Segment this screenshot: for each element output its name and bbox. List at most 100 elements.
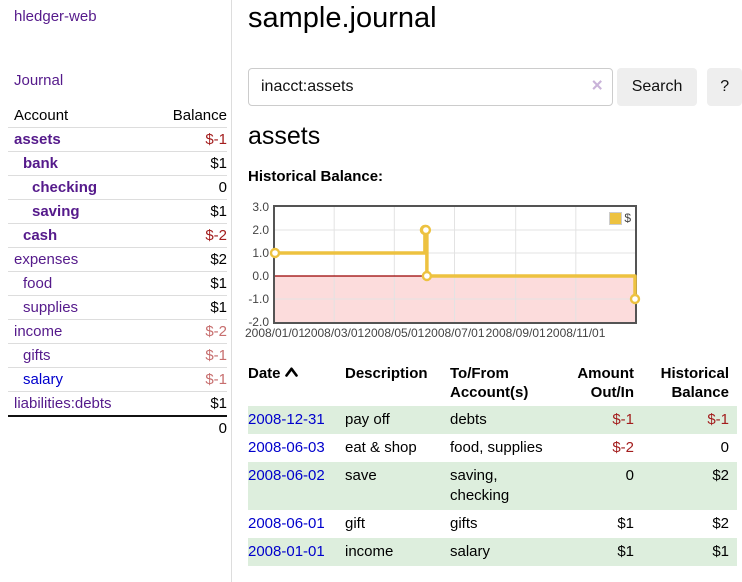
account-link[interactable]: food bbox=[23, 275, 53, 292]
account-balance: $-1 bbox=[151, 127, 227, 152]
account-row: assets $-1 bbox=[8, 127, 227, 152]
transaction-balance: $-1 bbox=[642, 406, 737, 434]
transaction-amount: $1 bbox=[617, 515, 634, 532]
chart-legend: $ bbox=[607, 210, 633, 226]
historical-balance-chart: $ 3.0 2.0 1.0 0.0 -1.0 -2.0 2008/01/01 2008/03/… bbox=[244, 197, 668, 347]
x-axis-tick-label: 2008/01/01 bbox=[244, 326, 306, 340]
account-row: liabilities:debts $1 bbox=[8, 391, 227, 417]
account-row: salary $-1 bbox=[8, 367, 227, 392]
transaction-balance: $1 bbox=[642, 538, 737, 566]
account-link[interactable]: saving bbox=[32, 203, 80, 220]
balance-column-header: Historical Balance bbox=[660, 365, 729, 401]
transaction-accounts: salary bbox=[450, 538, 565, 566]
app-brand-link[interactable]: hledger-web bbox=[14, 8, 97, 25]
register-row: 2008-06-01 gift gifts $1 $2 bbox=[248, 510, 737, 538]
x-axis-tick-label: 2008/11/01 bbox=[546, 326, 606, 340]
transaction-description: save bbox=[345, 462, 450, 510]
account-balance: $-1 bbox=[151, 367, 227, 392]
search-button[interactable]: Search bbox=[616, 68, 698, 106]
amount-column-header: Amount Out/In bbox=[577, 365, 634, 401]
account-balance: $1 bbox=[151, 151, 227, 176]
sidebar-item-journal[interactable]: Journal bbox=[14, 72, 64, 89]
account-column-header: Account bbox=[8, 104, 152, 128]
y-axis-tick-label: 1.0 bbox=[252, 246, 269, 260]
account-link[interactable]: bank bbox=[23, 155, 59, 172]
date-column-header[interactable]: Date bbox=[248, 360, 345, 406]
transaction-balance: 0 bbox=[720, 439, 729, 456]
account-heading: assets bbox=[248, 122, 321, 150]
register-row: 2008-01-01 income salary $1 $1 bbox=[248, 538, 737, 566]
accounts-total-row: 0 bbox=[8, 416, 227, 440]
legend-label: $ bbox=[624, 211, 631, 225]
account-row: checking 0 bbox=[8, 175, 227, 200]
help-button[interactable]: ? bbox=[707, 68, 742, 106]
account-balance: $-1 bbox=[151, 343, 227, 368]
page-title: sample.journal bbox=[248, 2, 437, 34]
sort-ascending-icon bbox=[284, 367, 298, 377]
account-row: bank $1 bbox=[8, 151, 227, 176]
transaction-amount: $-1 bbox=[565, 406, 642, 434]
accounts-table-header: Account Balance bbox=[8, 104, 227, 128]
account-balance: $1 bbox=[151, 271, 227, 296]
transaction-date-link[interactable]: 2008-06-03 bbox=[248, 439, 325, 456]
transaction-accounts: gifts bbox=[450, 515, 478, 532]
account-row: expenses $2 bbox=[8, 247, 227, 272]
y-axis-tick-label: 2.0 bbox=[252, 223, 269, 237]
account-balance: $2 bbox=[151, 247, 227, 272]
accounts-total-value: 0 bbox=[218, 420, 227, 437]
account-row: income $-2 bbox=[8, 319, 227, 344]
account-link[interactable]: salary bbox=[23, 371, 64, 388]
y-axis-tick-label: 3.0 bbox=[252, 200, 269, 214]
balance-column-header: Balance bbox=[151, 104, 227, 128]
account-balance: $1 bbox=[151, 391, 227, 417]
transaction-date-link[interactable]: 2008-06-01 bbox=[248, 515, 325, 532]
account-link[interactable]: liabilities:debts bbox=[14, 395, 112, 412]
transaction-balance: $2 bbox=[642, 462, 737, 510]
transaction-date-link[interactable]: 2008-06-02 bbox=[248, 467, 325, 484]
account-row: food $1 bbox=[8, 271, 227, 296]
account-row: saving $1 bbox=[8, 199, 227, 224]
register-table: Date Description To/From Account(s) Amou… bbox=[248, 360, 737, 566]
account-balance: $1 bbox=[151, 295, 227, 320]
account-link[interactable]: gifts bbox=[23, 347, 51, 364]
x-axis-tick-label: 2008/09/01 bbox=[485, 326, 546, 340]
transaction-description: pay off bbox=[345, 406, 450, 434]
account-link[interactable]: expenses bbox=[14, 251, 79, 268]
transaction-date-link[interactable]: 2008-12-31 bbox=[248, 411, 325, 428]
transaction-balance: $2 bbox=[712, 515, 729, 532]
transaction-date-link[interactable]: 2008-01-01 bbox=[248, 543, 325, 560]
x-axis-tick-label: 2008/03/01 bbox=[304, 326, 365, 340]
description-column-header: Description bbox=[345, 365, 428, 382]
accounts-table: Account Balance assets $-1 bank $1 checking 0… bbox=[8, 104, 227, 440]
transaction-description: income bbox=[345, 538, 450, 566]
main-content: sample.journal × Search ? assets Histori… bbox=[244, 0, 742, 582]
clear-search-icon[interactable]: × bbox=[591, 75, 603, 97]
account-link[interactable]: assets bbox=[14, 131, 61, 148]
account-link[interactable]: cash bbox=[23, 227, 58, 244]
account-link[interactable]: income bbox=[14, 323, 63, 340]
legend-swatch-icon bbox=[609, 211, 623, 225]
transaction-amount: 0 bbox=[565, 462, 642, 510]
account-balance: $1 bbox=[151, 199, 227, 224]
accounts-column-header: To/From Account(s) bbox=[450, 365, 529, 401]
search-input[interactable] bbox=[248, 68, 613, 106]
sidebar: hledger-web Journal Account Balance asse… bbox=[0, 0, 232, 582]
transaction-description: eat & shop bbox=[345, 439, 417, 456]
transaction-accounts: saving, checking bbox=[450, 462, 565, 510]
transaction-accounts: debts bbox=[450, 406, 565, 434]
x-axis-tick-label: 2008/07/01 bbox=[424, 326, 485, 340]
account-link[interactable]: supplies bbox=[23, 299, 79, 316]
register-header-row: Date Description To/From Account(s) Amou… bbox=[248, 360, 737, 406]
account-link[interactable]: checking bbox=[32, 179, 98, 196]
chart-plot-area: $ bbox=[269, 205, 641, 324]
transaction-accounts: food, supplies bbox=[450, 439, 543, 456]
register-row: 2008-06-03 eat & shop food, supplies $-2 0 bbox=[248, 434, 737, 462]
account-balance: $-2 bbox=[151, 223, 227, 248]
y-axis-tick-label: 0.0 bbox=[252, 269, 269, 283]
account-row: supplies $1 bbox=[8, 295, 227, 320]
chart-title: Historical Balance: bbox=[248, 168, 384, 185]
account-row: cash $-2 bbox=[8, 223, 227, 248]
account-balance: $-2 bbox=[151, 319, 227, 344]
y-axis-tick-label: -2.0 bbox=[248, 315, 269, 329]
y-axis-tick-label: -1.0 bbox=[248, 292, 269, 306]
